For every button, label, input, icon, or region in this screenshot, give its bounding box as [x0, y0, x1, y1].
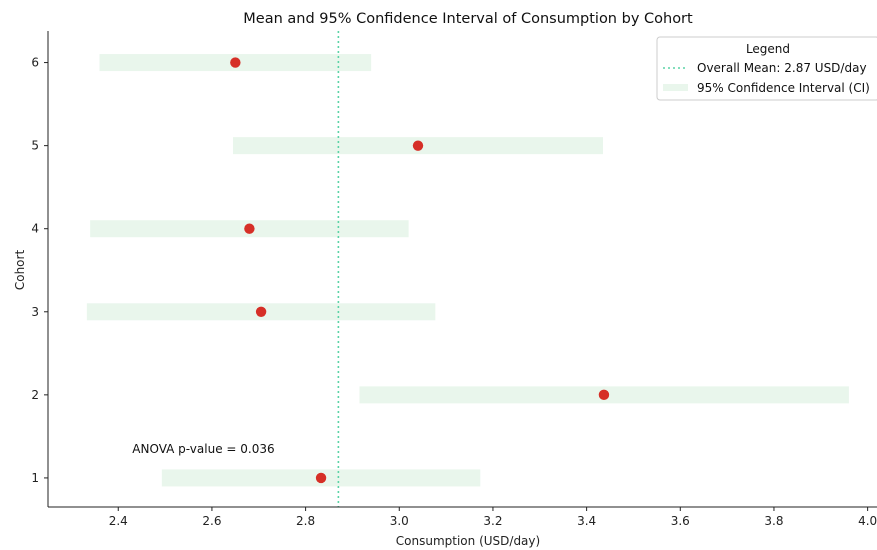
mean-point-cohort-2 [598, 389, 610, 401]
y-tick-label: 3 [31, 305, 39, 319]
x-tick-label: 2.4 [109, 514, 128, 528]
plot-area: ANOVA p-value = 0.036 2.4 2.6 2.8 3.0 3.2 3.4… [31, 31, 877, 528]
legend-box [656, 36, 877, 101]
y-tick-label: 4 [31, 222, 39, 236]
chart-title: Mean and 95% Confidence Interval of Cons… [243, 11, 693, 27]
mean-points [230, 57, 610, 484]
y-tick-label: 5 [31, 139, 39, 153]
mean-point-cohort-4 [244, 223, 255, 234]
legend-ci-swatch [663, 84, 688, 91]
y-tick-label: 6 [31, 56, 39, 70]
mean-point-cohort-1 [315, 472, 327, 484]
mean-point-cohort-3 [255, 306, 267, 317]
mean-point-cohort-5 [412, 140, 424, 151]
x-tick-label: 3.8 [764, 514, 783, 528]
y-tick-label: 1 [31, 471, 39, 485]
legend-title: Legend [746, 42, 790, 56]
legend: Legend Overall Mean: 2.87 USD/day 95% Co… [656, 36, 877, 101]
mean-point-cohort-6 [230, 57, 241, 68]
y-axis-ticks: 1 2 3 4 5 6 [31, 56, 48, 485]
legend-entry-ci: 95% Confidence Interval (CI) [697, 81, 870, 95]
x-tick-label: 4.0 [858, 514, 877, 528]
x-tick-label: 3.4 [577, 514, 596, 528]
x-tick-label: 3.2 [483, 514, 502, 528]
legend-entry-mean: Overall Mean: 2.87 USD/day [697, 61, 867, 75]
axes [47, 31, 877, 508]
x-tick-label: 2.6 [202, 514, 221, 528]
x-tick-label: 3.0 [390, 514, 409, 528]
x-axis-title: Consumption (USD/day) [396, 534, 540, 548]
x-tick-label: 3.6 [671, 514, 690, 528]
anova-annotation: ANOVA p-value = 0.036 [132, 442, 274, 456]
x-axis-ticks: 2.4 2.6 2.8 3.0 3.2 3.4 3.6 3.8 4.0 [109, 507, 877, 528]
x-tick-label: 2.8 [296, 514, 315, 528]
y-axis-title: Cohort [13, 250, 27, 291]
y-tick-label: 2 [31, 388, 39, 402]
